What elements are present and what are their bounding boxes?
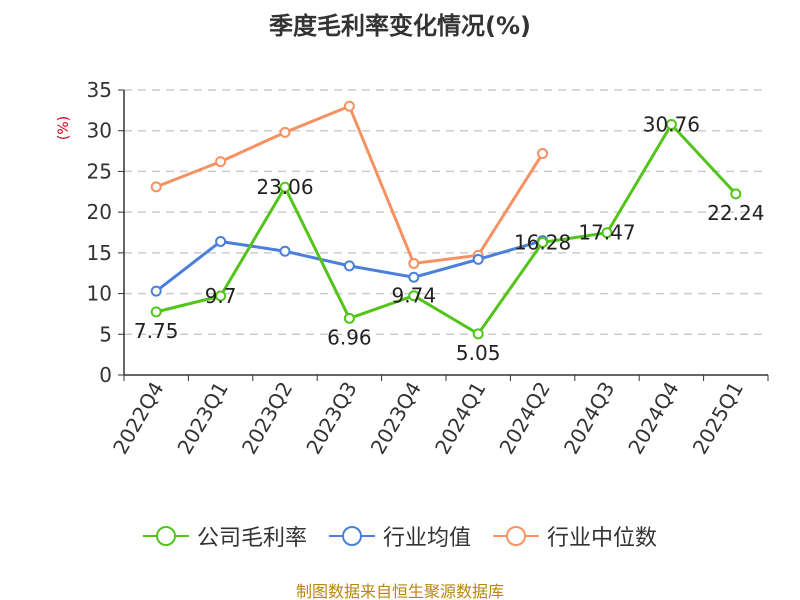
legend: 公司毛利率 行业均值 行业中位数 bbox=[0, 520, 800, 552]
x-tick-label: 2022Q4 bbox=[108, 378, 168, 459]
data-point bbox=[601, 227, 613, 239]
data-point bbox=[343, 312, 355, 324]
data-point bbox=[150, 181, 162, 193]
data-point bbox=[730, 188, 742, 200]
y-tick-label: 20 bbox=[87, 200, 112, 224]
data-label: 16.28 bbox=[514, 230, 571, 254]
legend-label: 行业均值 bbox=[382, 526, 471, 551]
data-point bbox=[537, 236, 549, 248]
y-tick-label: 30 bbox=[87, 119, 112, 143]
data-point bbox=[215, 235, 227, 247]
data-label: 6.96 bbox=[327, 325, 372, 349]
series-line bbox=[155, 123, 737, 336]
x-tick-label: 2023Q3 bbox=[301, 378, 361, 459]
x-tick-label: 2023Q2 bbox=[237, 378, 297, 459]
data-point bbox=[215, 290, 227, 302]
legend-swatch bbox=[328, 524, 375, 548]
legend-swatch bbox=[493, 524, 539, 548]
data-point bbox=[279, 126, 291, 138]
y-tick-label: 0 bbox=[99, 363, 112, 387]
data-point bbox=[279, 245, 291, 257]
data-label: 5.05 bbox=[456, 341, 501, 365]
x-tick-label: 2023Q4 bbox=[366, 378, 426, 459]
data-point bbox=[537, 148, 549, 160]
y-tick-label: 35 bbox=[87, 78, 112, 102]
data-label: 9.7 bbox=[205, 284, 237, 308]
data-point bbox=[343, 100, 355, 112]
y-tick-label: 10 bbox=[87, 282, 112, 306]
data-point bbox=[472, 328, 484, 340]
data-point bbox=[150, 285, 162, 297]
x-tick-label: 2024Q4 bbox=[623, 378, 683, 459]
y-tick-label: 5 bbox=[99, 322, 112, 346]
data-point bbox=[343, 260, 355, 272]
legend-item[interactable]: 行业中位数 bbox=[493, 520, 657, 552]
y-tick-label: 25 bbox=[87, 159, 112, 183]
data-point bbox=[150, 306, 162, 318]
x-tick-label: 2024Q1 bbox=[430, 378, 490, 459]
x-tick-label: 2024Q2 bbox=[494, 378, 554, 459]
y-axis-unit: (%) bbox=[56, 116, 72, 140]
data-label: 23.06 bbox=[256, 175, 313, 199]
legend-item[interactable]: 公司毛利率 bbox=[142, 520, 307, 552]
data-point bbox=[279, 181, 291, 193]
data-point bbox=[472, 253, 484, 265]
data-point bbox=[665, 119, 677, 131]
x-tick-label: 2023Q1 bbox=[172, 378, 232, 459]
y-tick-label: 15 bbox=[87, 241, 112, 265]
chart-title: 季度毛利率变化情况(%) bbox=[269, 12, 531, 40]
series-line bbox=[155, 104, 544, 265]
data-label: 9.74 bbox=[392, 284, 437, 308]
data-point bbox=[408, 290, 420, 302]
legend-label: 行业中位数 bbox=[547, 526, 658, 551]
data-point bbox=[408, 257, 420, 269]
source-note: 制图数据来自恒生聚源数据库 bbox=[295, 582, 504, 600]
x-tick-label: 2025Q1 bbox=[688, 378, 748, 459]
legend-label: 公司毛利率 bbox=[196, 526, 307, 551]
data-label: 30.76 bbox=[643, 113, 700, 137]
data-point bbox=[215, 156, 227, 168]
data-label: 17.47 bbox=[578, 221, 635, 245]
data-point bbox=[408, 271, 420, 283]
legend-swatch bbox=[142, 524, 189, 548]
legend-item[interactable]: 行业均值 bbox=[328, 520, 471, 552]
data-label: 7.75 bbox=[134, 319, 179, 343]
data-label: 22.24 bbox=[707, 201, 764, 225]
x-tick-label: 2024Q3 bbox=[559, 378, 619, 459]
